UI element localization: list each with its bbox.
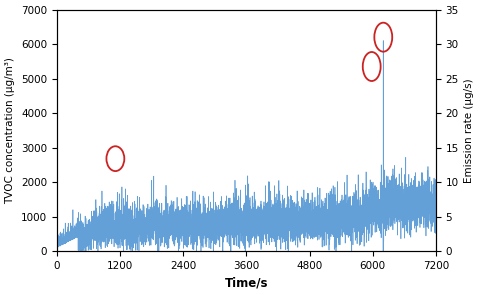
X-axis label: Time/s: Time/s: [225, 276, 268, 289]
Y-axis label: Emission rate (μg/s): Emission rate (μg/s): [465, 78, 474, 183]
Y-axis label: TVOC concentration (μg/m³): TVOC concentration (μg/m³): [6, 57, 15, 204]
